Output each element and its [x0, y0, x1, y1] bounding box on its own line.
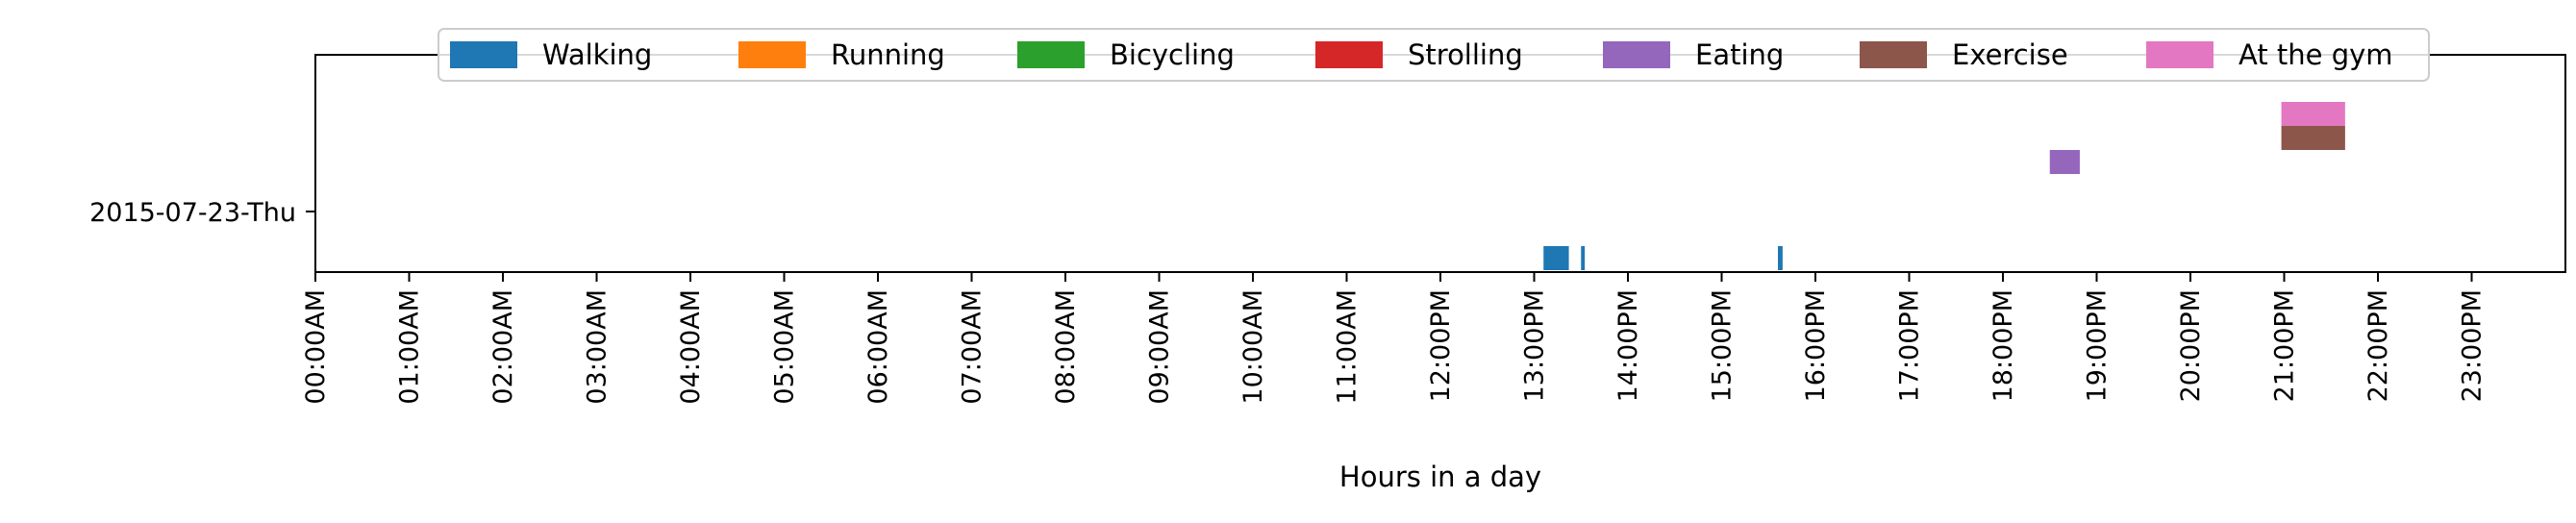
x-tick-label: 10:00AM: [1238, 289, 1268, 405]
activity-bar-at-the-gym: [2281, 102, 2345, 126]
legend-box: [438, 28, 2430, 82]
x-tick-label: 20:00PM: [2176, 289, 2206, 402]
x-tick-label: 23:00PM: [2458, 289, 2488, 402]
x-tick-label: 00:00AM: [301, 289, 331, 405]
x-tick-label: 22:00PM: [2363, 289, 2393, 402]
legend-label: At the gym: [2238, 38, 2393, 71]
legend-label: Exercise: [1952, 38, 2068, 71]
x-tick-label: 12:00PM: [1426, 289, 1456, 402]
legend-label: Running: [831, 38, 945, 71]
legend-swatch: [2146, 41, 2213, 68]
x-tick-label: 16:00PM: [1801, 289, 1831, 402]
x-axis-label: Hours in a day: [1339, 461, 1541, 493]
x-tick-label: 03:00AM: [583, 289, 613, 405]
x-tick-label: 14:00PM: [1613, 289, 1643, 402]
plot-frame: [314, 54, 2566, 273]
y-axis: 2015-07-23-Thu: [89, 198, 315, 228]
x-tick-label: 08:00AM: [1051, 289, 1081, 405]
x-tick-label: 04:00AM: [676, 289, 706, 405]
x-tick-label: 21:00PM: [2270, 289, 2300, 402]
legend-swatch: [1017, 41, 1085, 68]
legend-swatch: [1315, 41, 1383, 68]
legend: Walking Running Bicycling Strolling Eating Ex…: [438, 28, 2430, 82]
x-tick-label: 11:00AM: [1333, 289, 1363, 405]
y-tick-label: 2015-07-23-Thu: [89, 198, 296, 228]
x-tick-label: 09:00AM: [1145, 289, 1175, 405]
legend-label: Walking: [542, 38, 652, 71]
x-tick-label: 05:00AM: [770, 289, 800, 405]
activity-bar-eating: [2049, 150, 2080, 174]
legend-swatch: [450, 41, 517, 68]
x-tick-label: 13:00PM: [1520, 289, 1550, 402]
legend-label: Eating: [1695, 38, 1784, 71]
x-tick-label: 02:00AM: [488, 289, 518, 405]
activity-bar-walking: [1543, 246, 1569, 270]
legend-label: Strolling: [1408, 38, 1523, 71]
x-tick-label: 18:00PM: [1988, 289, 2018, 402]
marks-layer: [1543, 102, 2345, 270]
x-tick-label: 01:00AM: [395, 289, 425, 405]
legend-swatch: [1603, 41, 1670, 68]
x-tick-label: 07:00AM: [958, 289, 988, 405]
x-tick-label: 15:00PM: [1708, 289, 1738, 402]
activity-bar-walking: [1581, 246, 1586, 270]
legend-swatch: [1860, 41, 1927, 68]
x-tick-label: 19:00PM: [2083, 289, 2113, 402]
legend-label: Bicycling: [1110, 38, 1235, 71]
x-axis: 00:00AM 01:00AM 02:00AM 03:00AM 04:00AM 05:00…: [301, 272, 2488, 405]
x-tick-label: 17:00PM: [1895, 289, 1925, 402]
activity-bar-exercise: [2281, 126, 2345, 150]
legend-swatch: [738, 41, 806, 68]
x-tick-label: 06:00AM: [863, 289, 893, 405]
activity-bar-walking: [1778, 246, 1783, 270]
